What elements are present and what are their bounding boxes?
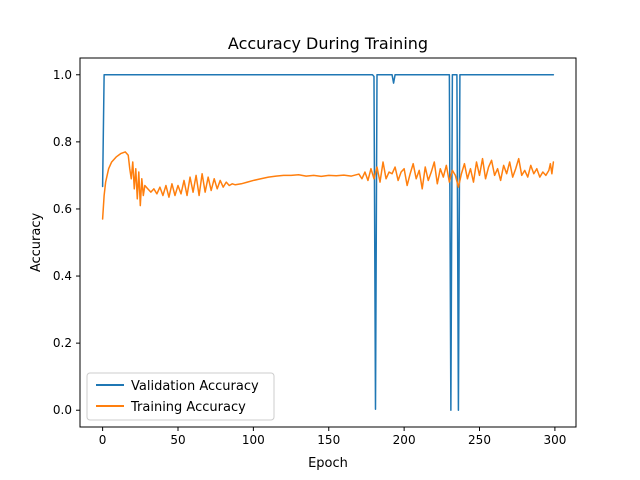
y-tick-label: 0.6 xyxy=(53,202,72,216)
plot-frame xyxy=(79,57,577,428)
plot-area xyxy=(79,57,577,428)
y-tick-label: 0.4 xyxy=(53,269,72,283)
x-tick-label: 50 xyxy=(170,433,185,447)
x-axis-ticks: 0 50 100 150 200 250 300 xyxy=(99,427,566,447)
legend: Validation Accuracy Training Accuracy xyxy=(86,372,275,421)
x-tick-label: 250 xyxy=(468,433,491,447)
x-tick-label: 100 xyxy=(242,433,265,447)
series-line-training xyxy=(101,151,555,220)
y-tick-label: 0.8 xyxy=(53,135,72,149)
y-axis-ticks: 0.0 0.2 0.4 0.6 0.8 1.0 xyxy=(53,68,80,417)
x-tick-label: 0 xyxy=(99,433,107,447)
y-tick-label: 0.0 xyxy=(53,403,72,417)
chart-title: Accuracy During Training xyxy=(228,34,428,53)
y-tick-label: 1.0 xyxy=(53,68,72,82)
y-axis-label: Accuracy xyxy=(29,213,44,273)
legend-label-training: Training Accuracy xyxy=(130,400,246,415)
y-tick-label: 0.2 xyxy=(53,336,72,350)
series-line-validation xyxy=(101,74,555,411)
x-tick-label: 300 xyxy=(543,433,566,447)
legend-box xyxy=(86,372,275,421)
series-layer xyxy=(101,74,555,411)
x-axis-label: Epoch xyxy=(308,456,348,471)
x-tick-label: 150 xyxy=(317,433,340,447)
legend-label-validation: Validation Accuracy xyxy=(131,379,259,394)
x-tick-label: 200 xyxy=(393,433,416,447)
